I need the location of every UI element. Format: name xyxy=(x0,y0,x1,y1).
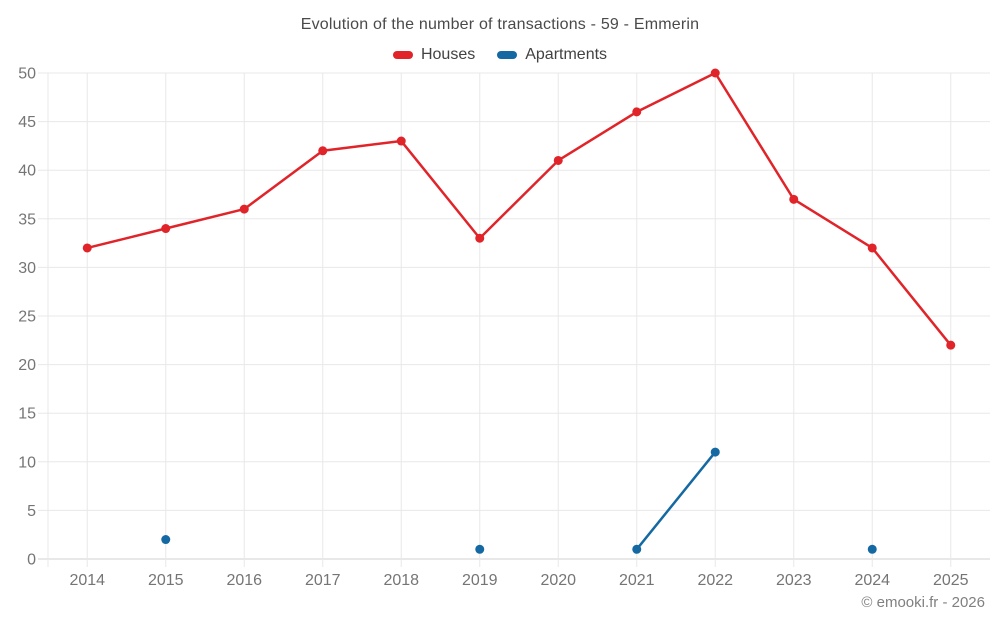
y-tick-label: 5 xyxy=(27,503,36,520)
legend-label: Apartments xyxy=(525,46,608,63)
series-line-houses xyxy=(86,71,952,347)
data-point-houses-2016 xyxy=(239,204,249,214)
data-point-houses-2014 xyxy=(82,243,92,253)
data-point-houses-2023 xyxy=(789,194,799,204)
x-tick-label: 2019 xyxy=(462,572,498,589)
legend-item-houses[interactable]: Houses xyxy=(392,46,476,64)
x-tick-label: 2018 xyxy=(383,572,419,589)
legend-swatch-houses xyxy=(392,51,413,59)
x-tick-label: 2015 xyxy=(148,572,184,589)
x-tick-label: 2020 xyxy=(540,572,576,589)
y-tick-label: 30 xyxy=(18,260,36,277)
chart-title: Evolution of the number of transactions … xyxy=(300,16,700,33)
legend-item-apartments[interactable]: Apartments xyxy=(497,46,607,64)
copyright-text: © emooki.fr - 2026 xyxy=(861,594,985,611)
x-tick-label: 2024 xyxy=(854,572,890,589)
chart-legend: Houses Apartments xyxy=(0,46,1000,64)
data-point-apartments-2015 xyxy=(161,535,171,545)
x-tick-label: 2017 xyxy=(305,572,341,589)
y-tick-label: 10 xyxy=(18,454,36,471)
data-point-houses-2017 xyxy=(318,146,328,156)
data-point-houses-2015 xyxy=(161,224,171,234)
x-tick-label: 2021 xyxy=(619,572,655,589)
data-point-apartments-2022 xyxy=(710,447,720,457)
data-point-apartments-2019 xyxy=(475,544,485,554)
x-tick-label: 2023 xyxy=(776,572,812,589)
data-point-houses-2018 xyxy=(396,136,406,146)
y-tick-label: 50 xyxy=(18,66,36,83)
data-point-houses-2022 xyxy=(710,68,720,78)
y-tick-label: 25 xyxy=(18,309,36,326)
series-line-apartments xyxy=(637,452,873,549)
data-point-houses-2025 xyxy=(946,340,956,350)
data-point-houses-2020 xyxy=(553,155,563,165)
legend-label: Houses xyxy=(420,46,476,63)
y-tick-label: 15 xyxy=(18,406,36,423)
data-point-houses-2019 xyxy=(475,233,485,243)
x-tick-label: 2014 xyxy=(69,572,105,589)
data-point-apartments-2021 xyxy=(632,544,642,554)
legend-swatch-apartments xyxy=(497,51,518,59)
data-point-houses-2024 xyxy=(867,243,877,253)
y-tick-label: 35 xyxy=(18,211,36,228)
y-tick-label: 45 xyxy=(18,114,36,131)
x-tick-label: 2022 xyxy=(697,572,733,589)
x-tick-label: 2016 xyxy=(226,572,262,589)
y-tick-label: 0 xyxy=(27,552,36,569)
data-point-houses-2021 xyxy=(632,107,642,117)
y-tick-label: 20 xyxy=(18,357,36,374)
y-tick-label: 40 xyxy=(18,163,36,180)
data-point-apartments-2024 xyxy=(867,544,877,554)
x-tick-label: 2025 xyxy=(933,572,969,589)
